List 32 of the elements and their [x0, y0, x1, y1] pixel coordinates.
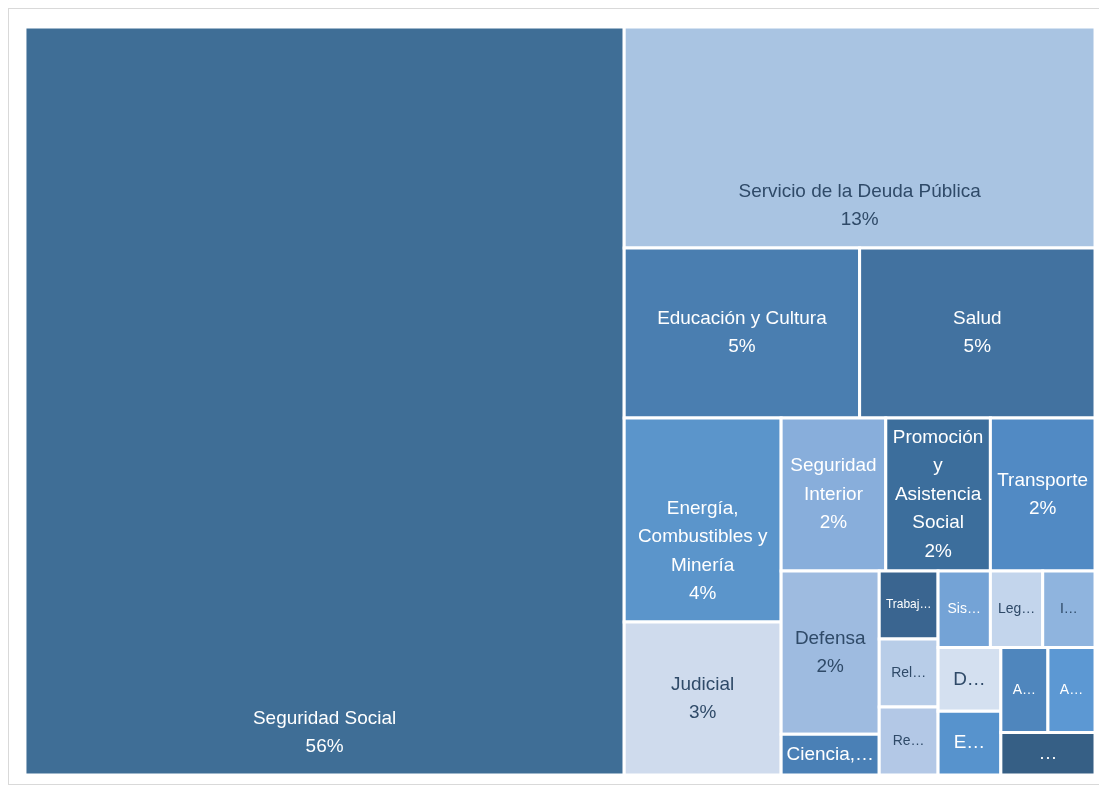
category-label: Salud [953, 307, 1002, 328]
category-label: Servicio de la Deuda Pública [738, 179, 982, 201]
data-label: 3% [688, 700, 717, 722]
data-label: 2% [924, 539, 952, 561]
category-label: Energía, Combustibles y Minería [637, 496, 768, 575]
category-label: Judicial [671, 672, 735, 694]
category-label: Trabaj… [885, 597, 932, 612]
category-label: Seguridad Social [252, 706, 397, 728]
category-label: Ciencia,… [786, 742, 874, 764]
data-label: 5% [728, 335, 756, 357]
category-label: … [1038, 742, 1058, 763]
category-label: Defensa [794, 626, 866, 648]
category-label: D… [953, 667, 986, 689]
category-label: Transporte [997, 468, 1089, 490]
category-label: I… [1059, 600, 1078, 617]
category-label: Educación y Cultura [657, 307, 828, 328]
category-label: Promoción y Asistencia Social [892, 425, 984, 533]
category-label: A… [1059, 680, 1084, 697]
category-label: Seguridad Interior [790, 454, 877, 504]
category-label: A… [1012, 680, 1037, 697]
category-label: Sis… [947, 600, 981, 617]
category-label: E… [953, 731, 986, 753]
category-label: Leg… [997, 600, 1036, 617]
data-label: 2% [816, 655, 845, 677]
data-label: 2% [1029, 496, 1057, 518]
category-label: Re… [892, 731, 925, 748]
category-label: Rel… [891, 663, 927, 680]
data-label: 5% [963, 335, 992, 357]
data-label: 2% [819, 511, 848, 533]
data-label: 13% [840, 208, 879, 230]
data-label: 56% [305, 735, 344, 757]
data-label: 4% [688, 582, 717, 604]
